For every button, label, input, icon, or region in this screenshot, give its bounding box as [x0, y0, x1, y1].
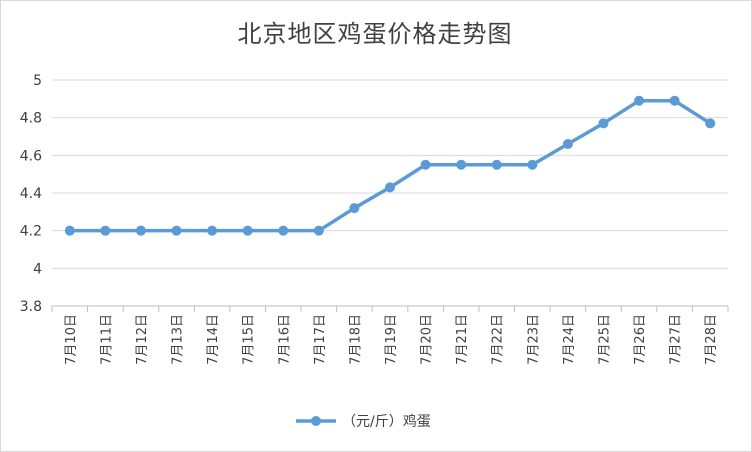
x-tick-label: 7月19日: [384, 314, 399, 365]
data-point: [669, 95, 680, 106]
x-tick-label: 7月28日: [704, 314, 719, 365]
x-tick-label: 7月15日: [242, 314, 257, 365]
data-point: [562, 139, 573, 150]
y-tick-label: 3.8: [20, 299, 42, 315]
data-point: [135, 225, 146, 236]
y-tick-label: 4.6: [20, 148, 42, 164]
y-tick-label: 4.8: [20, 111, 42, 127]
x-tick-label: 7月22日: [491, 314, 506, 365]
x-tick-label: 7月10日: [64, 314, 79, 365]
y-tick-label: 4.2: [20, 224, 42, 240]
chart-title: 北京地区鸡蛋价格走势图: [237, 20, 513, 48]
y-tick-label: 4.4: [20, 186, 42, 202]
x-tick-label: 7月12日: [135, 314, 150, 365]
series-line: [64, 95, 716, 236]
y-tick-label: 4: [33, 261, 42, 277]
legend: （元/斤）鸡蛋: [296, 413, 431, 430]
x-tick-label: 7月11日: [99, 314, 114, 365]
data-point: [705, 118, 716, 129]
legend-label: （元/斤）鸡蛋: [342, 413, 431, 430]
data-point: [634, 95, 645, 106]
x-tick-label: 7月24日: [562, 314, 577, 365]
data-point: [242, 225, 253, 236]
data-point: [278, 225, 289, 236]
x-tick-label: 7月16日: [277, 314, 292, 365]
x-tick-label: 7月23日: [526, 314, 541, 365]
x-tick-label: 7月27日: [669, 314, 684, 365]
data-point: [349, 203, 360, 214]
x-tick-label: 7月25日: [597, 314, 612, 365]
y-tick-label: 5: [33, 73, 42, 89]
data-point: [100, 225, 111, 236]
data-point: [456, 159, 467, 170]
data-point: [598, 118, 609, 129]
data-point: [385, 182, 395, 193]
legend-marker: [311, 416, 321, 426]
y-axis-ticks: 3.8 4 4.2 4.4 4.6 4.8 5: [20, 73, 42, 315]
x-tick-label: 7月20日: [420, 314, 435, 365]
x-tick-label: 7月26日: [633, 314, 648, 365]
data-point: [207, 225, 218, 236]
x-tick-label: 7月18日: [348, 314, 363, 365]
data-point: [491, 159, 502, 170]
data-point: [420, 159, 431, 170]
x-tick-label: 7月14日: [206, 314, 221, 365]
data-point: [64, 225, 75, 236]
x-tick-label: 7月17日: [313, 314, 328, 365]
data-point: [527, 159, 538, 170]
x-axis-ticks: 7月10日 7月11日 7月12日 7月13日 7月14日 7月15日 7月16日 7月17日…: [64, 314, 719, 365]
data-point: [171, 225, 182, 236]
x-tick-label: 7月13日: [171, 314, 186, 365]
x-axis: [51, 305, 729, 312]
series-line-path: [68, 98, 712, 233]
data-point: [313, 225, 324, 236]
x-tick-label: 7月21日: [455, 314, 470, 365]
